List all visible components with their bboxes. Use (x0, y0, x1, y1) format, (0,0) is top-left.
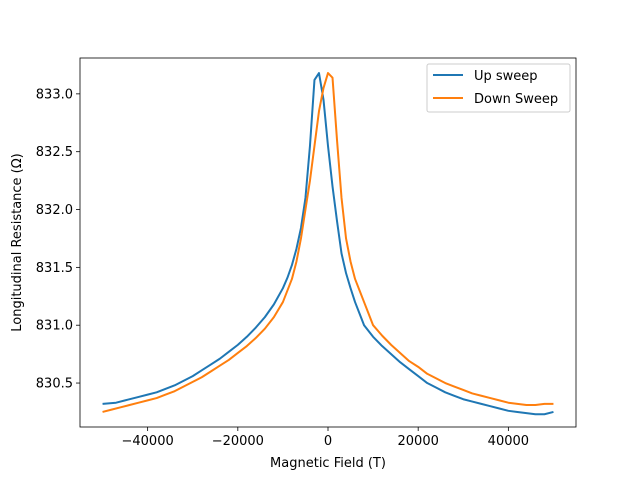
y-tick-label: 833.0 (36, 87, 73, 102)
y-tick-label: 830.5 (36, 377, 73, 392)
series-layer (102, 72, 554, 416)
legend-label-up-sweep: Up sweep (474, 69, 538, 84)
y-tick-label: 831.5 (36, 261, 73, 276)
legend-label-down-sweep: Down Sweep (474, 92, 558, 107)
y-tick-label: 832.0 (36, 203, 73, 218)
y-axis-label: Longitudinal Resistance (Ω) (10, 153, 25, 331)
x-tick-label: 0 (324, 434, 332, 449)
plot-area (80, 58, 576, 427)
x-tick-label: 40000 (488, 434, 529, 449)
legend: Up sweep Down Sweep (426, 63, 571, 113)
y-tick-label: 832.5 (36, 145, 73, 160)
x-axis-label: Magnetic Field (T) (270, 456, 386, 471)
x-tick-label: 20000 (398, 434, 439, 449)
series-line-up-sweep (102, 72, 554, 416)
x-tick-label: −40000 (122, 434, 174, 449)
y-tick-label: 831.0 (36, 319, 73, 334)
y-axis-ticks: 830.5 831.0 831.5 832.0 832.5 833.0 (36, 87, 80, 392)
x-tick-label: −20000 (212, 434, 264, 449)
x-axis-ticks: −40000 −20000 0 20000 40000 (122, 427, 529, 449)
series-line-down-sweep (102, 72, 554, 413)
